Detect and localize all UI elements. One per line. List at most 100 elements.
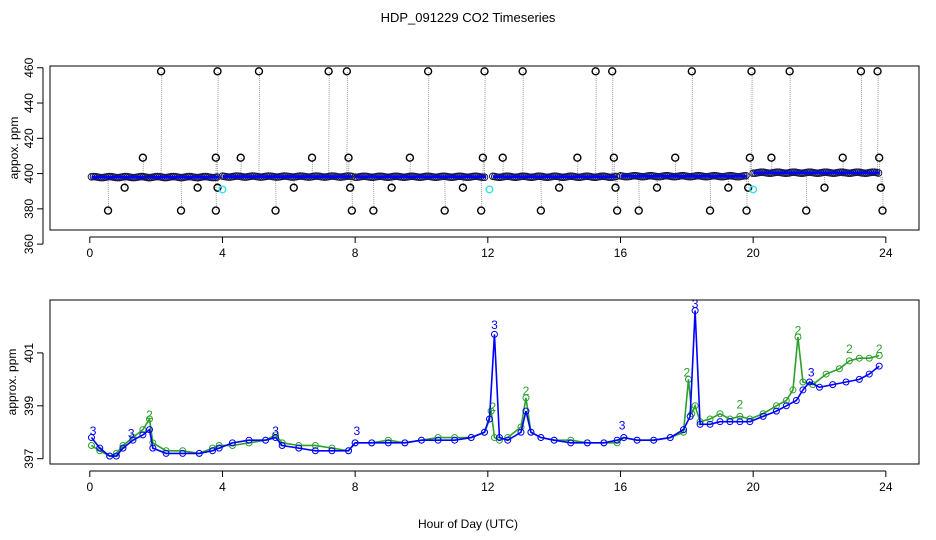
bottom-series-2-point bbox=[855, 354, 863, 362]
bottom-series-3-point bbox=[345, 447, 353, 455]
top-spike-connector bbox=[558, 177, 561, 188]
top-outlier-point bbox=[423, 67, 433, 76]
bottom-series-2-label: 2 bbox=[795, 323, 802, 337]
bottom-series-2-point bbox=[865, 354, 873, 362]
bottom-series-3-point bbox=[401, 439, 409, 447]
top-spike-connector bbox=[638, 177, 640, 211]
bottom-series-3-label: 3 bbox=[692, 297, 699, 311]
bottom-series-3-label: 3 bbox=[619, 419, 626, 433]
bottom-series-3-point bbox=[228, 439, 236, 447]
bottom-series-2-point bbox=[875, 352, 883, 360]
bottom-series-3-point bbox=[467, 434, 475, 442]
bottom-series-3-point bbox=[633, 436, 641, 444]
top-outlier-point bbox=[193, 183, 202, 192]
top-cyan-point bbox=[485, 185, 494, 194]
bottom-series-3-point bbox=[451, 436, 459, 444]
bottom-series-3-point bbox=[495, 434, 503, 442]
bottom-series-3-point bbox=[691, 307, 699, 315]
bottom-series-3-point bbox=[139, 431, 147, 439]
top-cyan-point bbox=[749, 185, 758, 194]
top-outlier-point bbox=[458, 183, 468, 192]
top-outlier-point bbox=[480, 67, 489, 76]
bottom-series-3-point bbox=[842, 378, 850, 386]
top-spike-connector bbox=[275, 177, 277, 211]
bottom-series-3-label: 3 bbox=[808, 366, 815, 380]
bottom-series-3-point bbox=[106, 452, 114, 460]
top-outlier-point bbox=[742, 206, 751, 215]
bottom-series-3-point bbox=[485, 415, 493, 423]
bottom-series-2-point bbox=[822, 370, 830, 378]
bottom-series-3-point bbox=[262, 436, 270, 444]
bottom-series-2-point bbox=[706, 415, 714, 423]
top-spike-connector bbox=[789, 71, 791, 178]
bottom-series-2-line bbox=[91, 336, 880, 457]
bottom-series-3-point bbox=[146, 426, 154, 434]
bottom-series-2-point bbox=[799, 378, 807, 386]
bottom-series-3-point bbox=[829, 381, 837, 389]
bottom-series-2-point bbox=[522, 394, 530, 402]
top-spike-connector bbox=[427, 71, 430, 178]
top-outlier-point bbox=[518, 67, 527, 76]
bottom-series-3-point bbox=[278, 441, 286, 449]
bottom-series-3-point bbox=[179, 449, 187, 457]
bottom-series-2-point bbox=[487, 407, 495, 415]
bottom-series-3-point bbox=[328, 447, 336, 455]
bottom-series-2-point bbox=[736, 412, 744, 420]
bottom-series-3-point bbox=[799, 386, 807, 394]
bottom-series-3-point bbox=[746, 418, 754, 426]
top-spike-connector bbox=[615, 177, 617, 188]
top-spike-connector bbox=[882, 177, 884, 211]
bottom-y-tick-label: 397 bbox=[22, 448, 36, 468]
top-spike-connector bbox=[616, 177, 619, 211]
top-spike-connector bbox=[746, 177, 748, 211]
top-outlier-point bbox=[874, 153, 884, 162]
bottom-series-3-point bbox=[384, 439, 392, 447]
bottom-series-3-point bbox=[782, 402, 790, 410]
bottom-series-3-point bbox=[434, 436, 442, 444]
top-spike-connector bbox=[216, 177, 219, 188]
bottom-series-2-label: 2 bbox=[146, 408, 153, 422]
top-spike-connector bbox=[351, 177, 353, 211]
top-y-tick-label: 380 bbox=[22, 199, 36, 219]
top-spike-connector bbox=[328, 71, 330, 178]
bottom-series-3-point bbox=[706, 420, 714, 428]
top-outlier-point bbox=[724, 183, 733, 192]
bottom-series-2-point bbox=[794, 333, 802, 341]
bottom-series-2-label: 2 bbox=[846, 342, 853, 356]
bottom-x-tick-label: 4 bbox=[219, 480, 226, 494]
bottom-series-3-point bbox=[311, 447, 319, 455]
top-outlier-point bbox=[820, 183, 829, 192]
bottom-series-3-point bbox=[550, 436, 558, 444]
bottom-series-3-point bbox=[537, 434, 545, 442]
bottom-series-3-point bbox=[112, 452, 120, 460]
top-outlier-point bbox=[612, 206, 622, 215]
bottom-x-tick-label: 8 bbox=[352, 480, 359, 494]
bottom-series-3-point bbox=[295, 444, 303, 452]
bottom-series-3-point bbox=[149, 444, 157, 452]
bottom-series-3-point bbox=[162, 449, 170, 457]
bottom-y-label: approx. ppm bbox=[5, 349, 19, 416]
top-outlier-point bbox=[345, 183, 355, 192]
bottom-series-2-label: 2 bbox=[683, 366, 690, 380]
top-outlier-point bbox=[536, 206, 546, 215]
top-y-tick-label: 400 bbox=[22, 163, 36, 183]
top-spike-connector bbox=[293, 177, 295, 188]
top-outlier-point bbox=[369, 206, 378, 215]
top-outlier-point bbox=[607, 67, 617, 76]
top-x-tick-label: 0 bbox=[86, 246, 93, 260]
bottom-series-3-label: 3 bbox=[272, 424, 279, 438]
top-outlier-point bbox=[387, 183, 396, 192]
top-outlier-point bbox=[342, 67, 352, 76]
bottom-x-tick-label: 16 bbox=[614, 480, 628, 494]
top-outlier-point bbox=[554, 183, 564, 192]
top-outlier-point bbox=[705, 206, 715, 215]
top-y-tick-label: 360 bbox=[22, 234, 36, 254]
top-spike-connector bbox=[611, 71, 614, 178]
top-outlier-point bbox=[671, 153, 680, 162]
bottom-series-3-point bbox=[815, 383, 823, 391]
top-plot-frame bbox=[49, 65, 920, 231]
top-outlier-point bbox=[785, 67, 794, 76]
top-outlier-point bbox=[878, 206, 887, 215]
top-cyan-point bbox=[218, 185, 227, 194]
